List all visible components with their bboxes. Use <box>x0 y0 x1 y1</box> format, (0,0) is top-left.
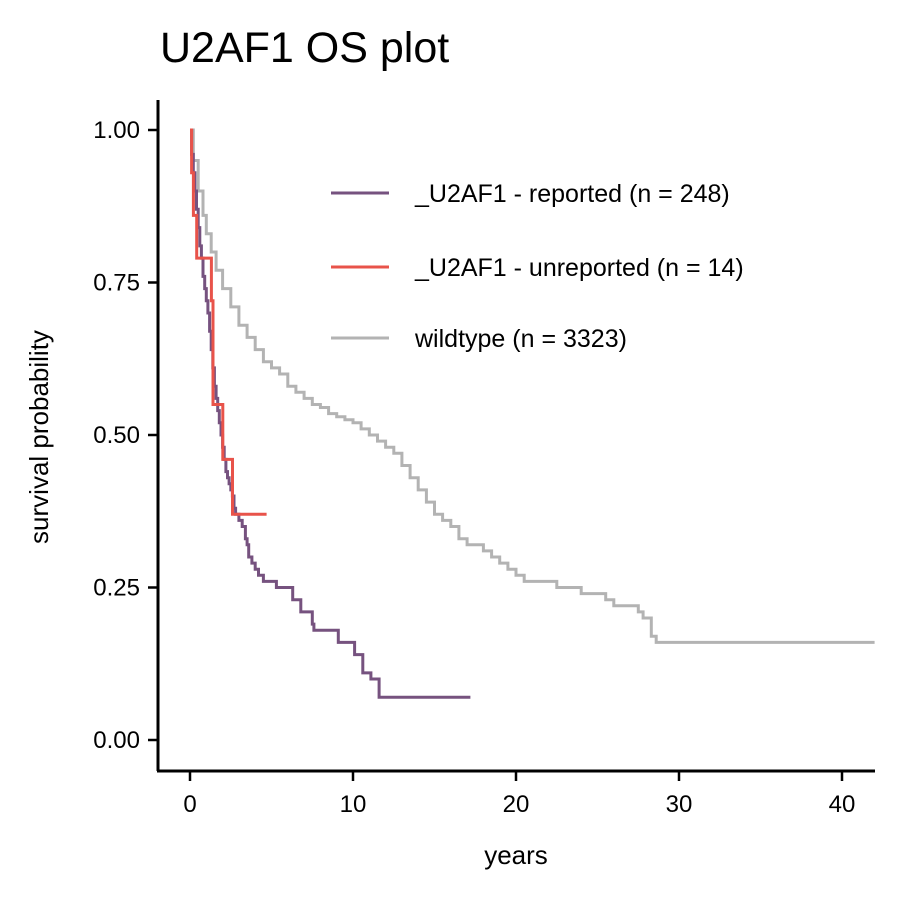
y-tick-label: 1.00 <box>93 117 140 144</box>
legend-label-1: _U2AF1 - unreported (n = 14) <box>414 254 744 282</box>
y-tick-label: 0.50 <box>93 422 140 449</box>
chart-title: U2AF1 OS plot <box>160 24 449 72</box>
x-tick-label: 30 <box>666 791 693 818</box>
y-tick-label: 0.25 <box>93 575 140 602</box>
series-layer <box>190 128 875 699</box>
y-tick-label: 0.00 <box>93 727 140 754</box>
x-axis-ticks: 0 10 20 30 40 <box>183 771 855 818</box>
x-axis-title: years <box>484 840 548 870</box>
series-line-2 <box>190 128 875 644</box>
y-axis-title: survival probability <box>24 330 54 544</box>
series-line-1 <box>190 128 267 516</box>
y-axis-ticks: 0.00 0.25 0.50 0.75 1.00 <box>93 117 158 754</box>
y-tick-label: 0.75 <box>93 270 140 297</box>
x-tick-label: 20 <box>503 791 530 818</box>
x-tick-label: 0 <box>183 791 196 818</box>
legend: _U2AF1 - reported (n = 248) _U2AF1 - unre… <box>331 180 744 353</box>
x-tick-label: 40 <box>829 791 856 818</box>
x-tick-label: 10 <box>340 791 367 818</box>
legend-label-0: _U2AF1 - reported (n = 248) <box>414 180 730 208</box>
legend-label-2: wildtype (n = 3323) <box>414 325 627 353</box>
